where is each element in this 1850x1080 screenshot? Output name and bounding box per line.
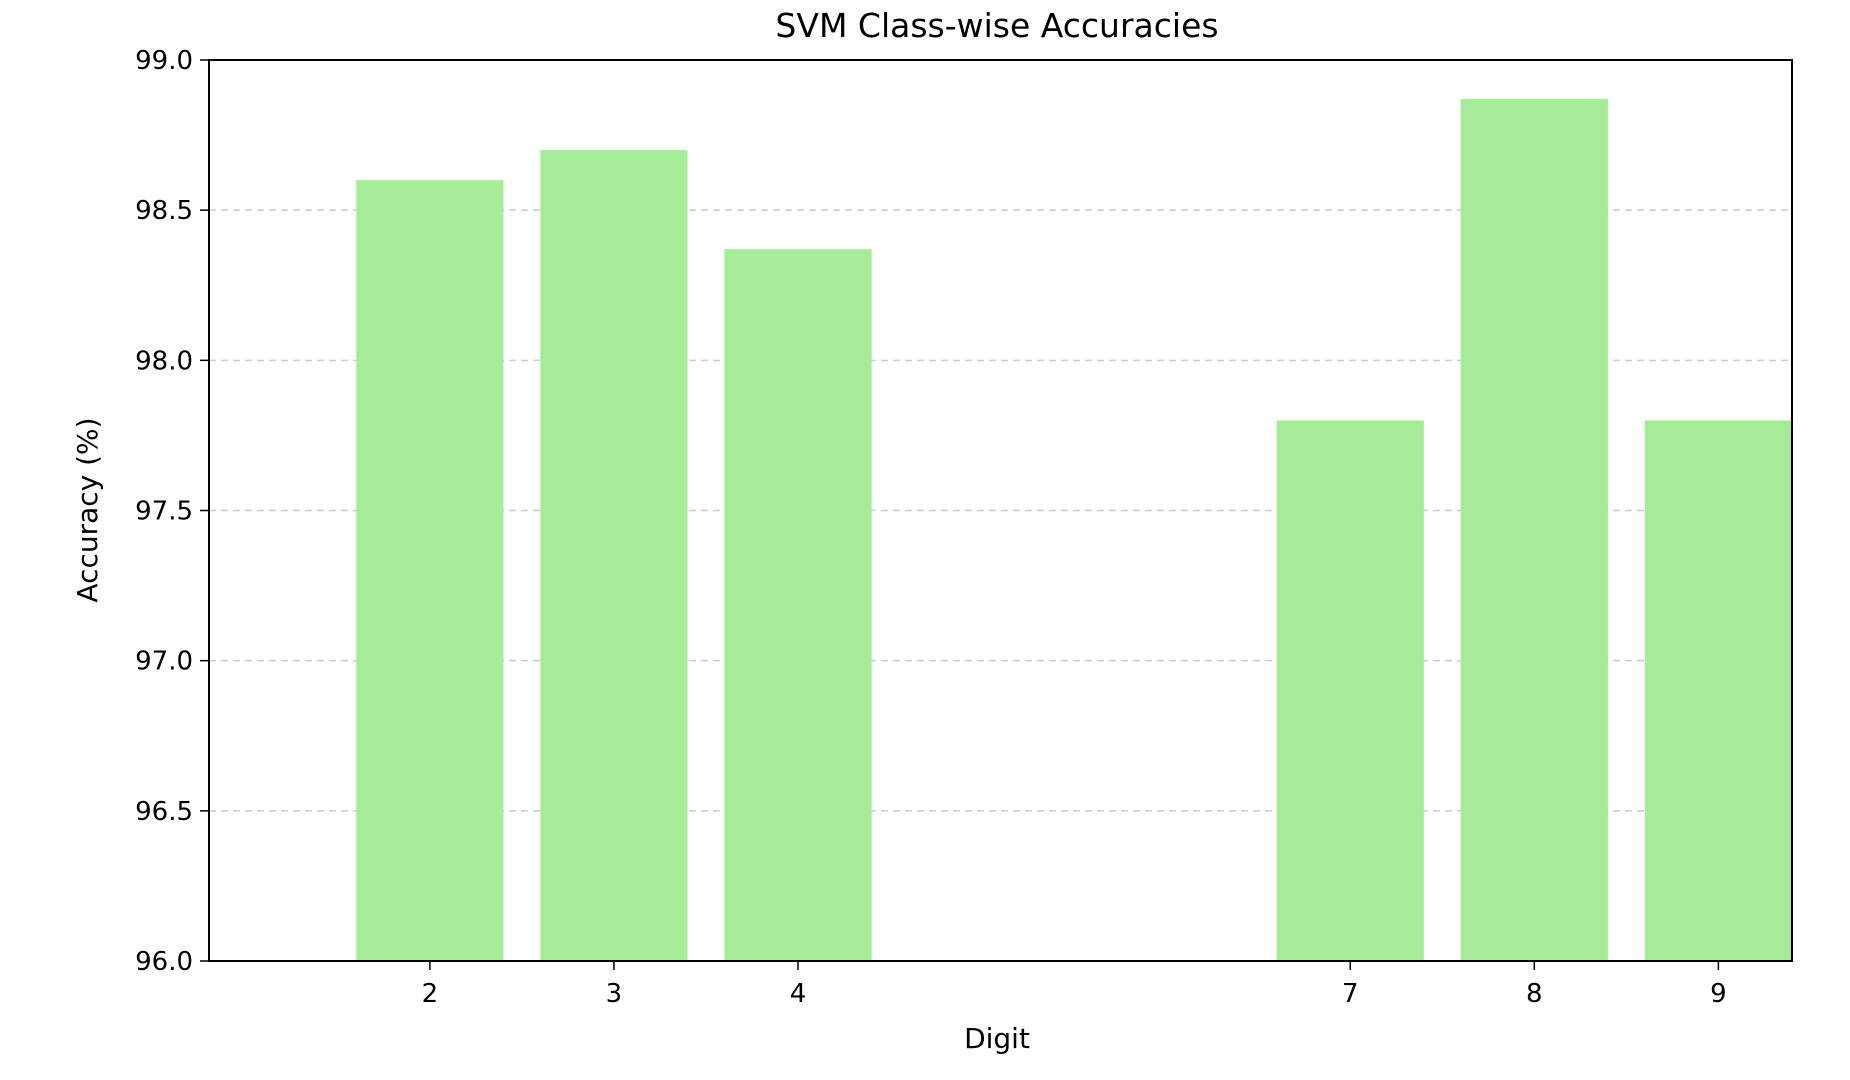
- y-tick-label: 96.0: [135, 947, 193, 977]
- x-tick-label: 2: [422, 979, 439, 1009]
- x-tick-label: 8: [1526, 979, 1543, 1009]
- y-axis-label: Accuracy (%): [71, 417, 104, 602]
- bar-digit-7: [1276, 420, 1424, 961]
- y-tick-label: 96.5: [135, 797, 193, 827]
- bar-digit-2: [356, 180, 504, 962]
- y-axis: 96.0 96.5 97.0 97.5 98.0 98.5 99.0: [135, 46, 209, 977]
- y-tick-label: 97.5: [135, 497, 193, 527]
- x-axis: 2 3 4 7 8 9: [422, 961, 1727, 1009]
- chart-title: SVM Class-wise Accuracies: [775, 6, 1218, 45]
- y-tick-label: 98.0: [135, 346, 193, 376]
- y-tick-label: 98.5: [135, 196, 193, 226]
- x-tick-label: 7: [1342, 979, 1359, 1009]
- x-tick-label: 3: [606, 979, 623, 1009]
- bars: [356, 99, 1792, 962]
- y-tick-label: 99.0: [135, 46, 193, 76]
- bar-digit-4: [724, 249, 872, 961]
- x-tick-label: 4: [790, 979, 807, 1009]
- bar-digit-3: [540, 150, 688, 962]
- x-tick-label: 9: [1710, 979, 1727, 1009]
- bar-digit-9: [1644, 420, 1792, 961]
- y-tick-label: 97.0: [135, 647, 193, 677]
- bar-digit-8: [1460, 99, 1608, 961]
- x-axis-label: Digit: [964, 1022, 1030, 1055]
